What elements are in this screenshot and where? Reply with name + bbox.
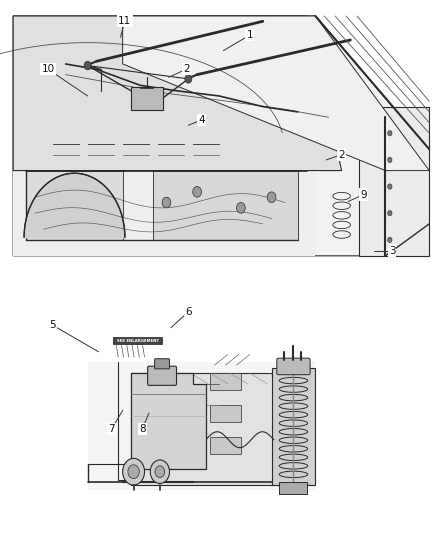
Circle shape (84, 61, 91, 70)
Circle shape (128, 465, 139, 479)
Circle shape (388, 157, 392, 163)
Circle shape (388, 184, 392, 189)
Polygon shape (123, 16, 429, 171)
Circle shape (185, 75, 192, 83)
Polygon shape (359, 107, 429, 256)
Text: 9: 9 (360, 190, 367, 199)
Text: 4: 4 (198, 115, 205, 125)
FancyBboxPatch shape (113, 337, 162, 344)
FancyBboxPatch shape (279, 482, 307, 494)
Polygon shape (13, 16, 342, 171)
FancyBboxPatch shape (155, 359, 170, 369)
Polygon shape (272, 368, 315, 485)
Circle shape (193, 187, 201, 197)
Circle shape (123, 458, 145, 485)
Polygon shape (26, 171, 123, 240)
Polygon shape (131, 373, 298, 485)
Polygon shape (88, 362, 315, 490)
Text: 11: 11 (118, 17, 131, 26)
Polygon shape (153, 171, 298, 240)
Text: 2: 2 (338, 150, 345, 159)
Text: 1: 1 (246, 30, 253, 40)
Text: 10: 10 (42, 64, 55, 74)
Circle shape (237, 203, 245, 213)
Polygon shape (13, 16, 429, 256)
Circle shape (267, 192, 276, 203)
Text: 8: 8 (139, 424, 146, 434)
Text: SEE ENLARGEMENT: SEE ENLARGEMENT (117, 338, 159, 343)
FancyBboxPatch shape (148, 366, 177, 385)
Circle shape (388, 211, 392, 216)
FancyBboxPatch shape (210, 437, 241, 454)
Text: 2: 2 (183, 64, 190, 74)
FancyBboxPatch shape (131, 87, 163, 110)
Circle shape (388, 237, 392, 243)
FancyBboxPatch shape (277, 358, 310, 375)
Circle shape (388, 131, 392, 136)
FancyBboxPatch shape (210, 405, 241, 422)
Text: 5: 5 (49, 320, 56, 330)
Text: 6: 6 (185, 307, 192, 317)
Polygon shape (13, 16, 315, 256)
Circle shape (155, 466, 165, 478)
Text: 3: 3 (389, 246, 396, 255)
FancyBboxPatch shape (210, 373, 241, 390)
Polygon shape (131, 373, 206, 469)
Circle shape (150, 460, 170, 483)
Circle shape (162, 197, 171, 208)
Text: 7: 7 (108, 424, 115, 434)
